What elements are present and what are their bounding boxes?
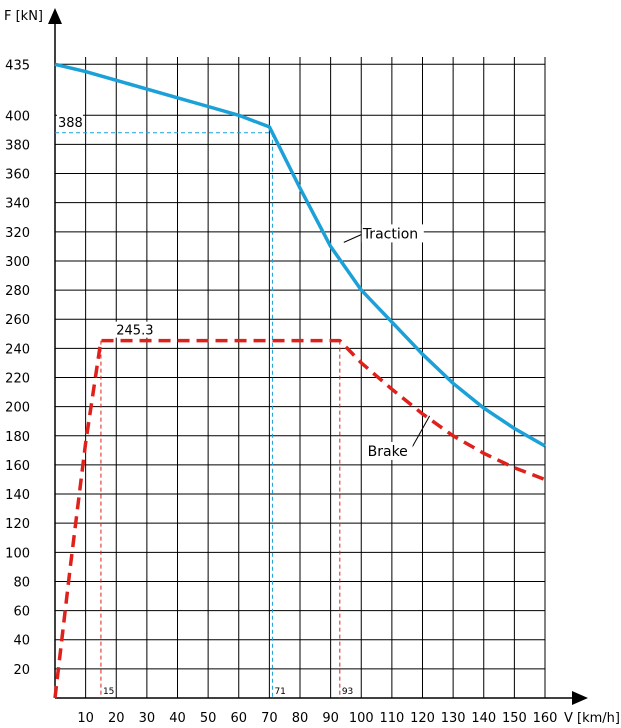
traction-callout-label: Traction: [362, 226, 418, 242]
y-tick-label: 260: [5, 313, 30, 328]
annotations: 388 245.3 15 71 93 Traction Brake: [57, 114, 430, 697]
x-tick-label: 70: [261, 711, 278, 726]
traction-value-label: 388: [58, 116, 83, 131]
x-tick-label: 50: [200, 711, 217, 726]
y-axis-title: F [kN]: [4, 9, 43, 24]
brake-value-label: 245.3: [116, 324, 153, 339]
y-axis-arrow: [48, 8, 62, 24]
y-tick-label: 380: [5, 138, 30, 153]
x-tick-labels: 10 20 30 40 50 60 70 80 90 100 110 120 130 140 150 160: [77, 711, 557, 726]
y-tick-label: 120: [5, 517, 30, 532]
x-axis-arrow: [572, 691, 588, 705]
x-tick-label: 60: [230, 711, 247, 726]
x-tick-label: 130: [441, 711, 466, 726]
grid: [55, 57, 545, 698]
y-tick-label: 180: [5, 430, 30, 445]
x-axis-title: V [km/h]: [564, 711, 620, 726]
x-tick-label: 90: [322, 711, 339, 726]
x-tick-label: 40: [169, 711, 186, 726]
traction-knee-label: 71: [274, 687, 285, 697]
y-tick-label: 400: [5, 109, 30, 124]
x-tick-label: 150: [502, 711, 527, 726]
y-tick-label: 240: [5, 342, 30, 357]
x-tick-label: 20: [108, 711, 125, 726]
y-tick-label: 20: [13, 663, 30, 678]
y-tick-label: 360: [5, 168, 30, 183]
brake-callout-label: Brake: [368, 444, 408, 460]
brake-callout-line: [411, 416, 430, 450]
y-tick-label: 220: [5, 372, 30, 387]
y-tick-label: 300: [5, 255, 30, 270]
x-tick-label: 140: [471, 711, 496, 726]
y-tick-labels: 20 40 60 80 100 120 140 160 180 200 220 240 260 280 30…: [5, 58, 30, 678]
x-tick-label: 160: [533, 711, 558, 726]
guide-lines: [55, 133, 340, 698]
y-tick-label: 80: [13, 575, 30, 590]
y-tick-label: 340: [5, 197, 30, 212]
y-tick-label: 60: [13, 605, 30, 620]
brake-start-label: 15: [103, 687, 114, 697]
y-tick-label: 140: [5, 488, 30, 503]
traction-callout-line: [344, 234, 362, 242]
y-tick-label: 100: [5, 546, 30, 561]
x-tick-label: 110: [379, 711, 404, 726]
axes: [48, 8, 588, 705]
y-tick-label: 200: [5, 401, 30, 416]
x-tick-label: 30: [139, 711, 156, 726]
x-tick-label: 10: [77, 711, 94, 726]
x-tick-label: 80: [292, 711, 309, 726]
y-tick-label: 280: [5, 284, 30, 299]
brake-knee-label: 93: [342, 687, 353, 697]
y-tick-label: 320: [5, 226, 30, 241]
x-tick-label: 120: [410, 711, 435, 726]
y-tick-label: 160: [5, 459, 30, 474]
y-tick-label: 435: [5, 58, 30, 73]
x-tick-label: 100: [349, 711, 374, 726]
y-tick-label: 40: [13, 634, 30, 649]
